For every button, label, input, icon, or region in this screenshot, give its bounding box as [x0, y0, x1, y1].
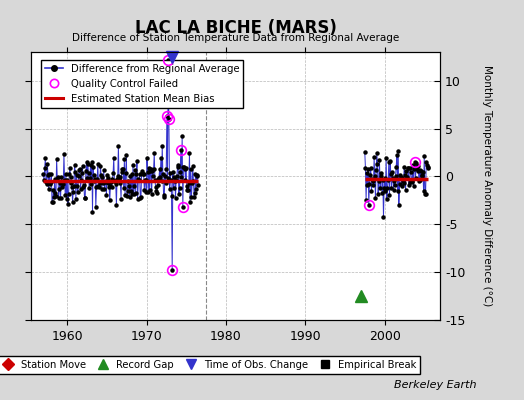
Title: LAC LA BICHE (MARS): LAC LA BICHE (MARS) [135, 18, 337, 36]
Text: Difference of Station Temperature Data from Regional Average: Difference of Station Temperature Data f… [72, 33, 399, 43]
Legend: Station Move, Record Gap, Time of Obs. Change, Empirical Break: Station Move, Record Gap, Time of Obs. C… [0, 356, 420, 374]
Y-axis label: Monthly Temperature Anomaly Difference (°C): Monthly Temperature Anomaly Difference (… [482, 65, 492, 307]
Text: Berkeley Earth: Berkeley Earth [395, 380, 477, 390]
